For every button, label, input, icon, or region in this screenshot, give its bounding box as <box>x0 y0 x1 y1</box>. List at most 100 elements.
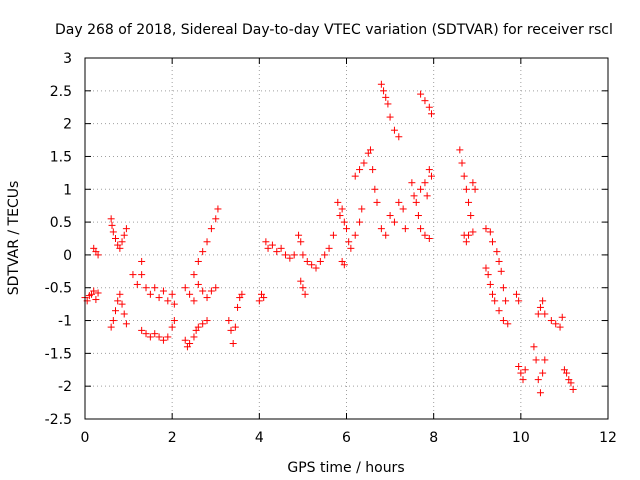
data-point <box>142 284 150 292</box>
data-point <box>129 271 137 279</box>
data-point <box>118 238 126 246</box>
data-point <box>112 307 120 315</box>
grid <box>85 58 608 419</box>
data-point <box>297 277 305 285</box>
data-point <box>495 257 503 265</box>
data-point <box>456 146 464 154</box>
y-tick-label: -2.5 <box>45 412 72 428</box>
data-point <box>190 333 198 341</box>
data-point <box>234 303 242 311</box>
data-point <box>186 340 194 348</box>
data-point <box>268 241 276 249</box>
data-point <box>541 310 549 318</box>
data-point <box>114 297 122 305</box>
x-tick-label: 0 <box>81 430 90 446</box>
data-point <box>299 284 307 292</box>
data-point <box>194 280 202 288</box>
data-point <box>425 166 433 174</box>
data-points <box>81 80 577 397</box>
data-point <box>207 287 215 295</box>
data-point <box>390 126 398 134</box>
data-point <box>108 221 116 229</box>
y-tick-label: -1.5 <box>45 346 72 362</box>
data-point <box>231 323 239 331</box>
data-point <box>530 343 538 351</box>
data-point <box>467 212 475 220</box>
data-point <box>377 80 385 88</box>
data-point <box>423 192 431 200</box>
data-point <box>203 317 211 325</box>
data-point <box>151 284 159 292</box>
data-point <box>536 389 544 397</box>
data-point <box>427 172 435 180</box>
data-point <box>462 238 470 246</box>
data-point <box>351 172 359 180</box>
y-tick-label: 0.5 <box>50 215 72 231</box>
data-point <box>94 289 102 297</box>
data-point <box>395 198 403 206</box>
y-axis-ticks: -2.5 -2 -1.5 -1 -0.5 0 0.5 1 1.5 2 2.5 3 <box>45 51 608 428</box>
data-point <box>486 280 494 288</box>
data-point <box>146 290 154 298</box>
data-point <box>417 185 425 193</box>
data-point <box>194 257 202 265</box>
data-point <box>170 317 178 325</box>
data-point <box>308 261 316 269</box>
data-point <box>366 146 374 154</box>
data-point <box>371 185 379 193</box>
data-point <box>458 159 466 167</box>
data-point <box>295 231 303 239</box>
data-point <box>556 323 564 331</box>
data-point <box>286 254 294 262</box>
data-point <box>225 317 233 325</box>
data-point <box>303 257 311 265</box>
data-point <box>373 198 381 206</box>
data-point <box>138 257 146 265</box>
data-point <box>138 271 146 279</box>
data-point <box>301 290 309 298</box>
data-point <box>116 290 124 298</box>
data-point <box>273 248 281 256</box>
data-point <box>384 100 392 108</box>
data-point <box>142 330 150 338</box>
data-point <box>471 185 479 193</box>
data-point <box>214 205 222 213</box>
data-point <box>504 320 512 328</box>
data-point <box>199 248 207 256</box>
data-point <box>427 110 435 118</box>
data-point <box>347 244 355 252</box>
data-point <box>534 376 542 384</box>
data-point <box>412 198 420 206</box>
data-point <box>329 231 337 239</box>
data-point <box>499 317 507 325</box>
data-point <box>181 336 189 344</box>
data-point <box>338 205 346 213</box>
data-point <box>92 296 100 304</box>
data-point <box>168 290 176 298</box>
y-tick-label: -0.5 <box>45 281 72 297</box>
data-point <box>380 87 388 95</box>
data-point <box>343 225 350 233</box>
data-point <box>109 317 117 325</box>
data-point <box>281 251 289 259</box>
data-point <box>356 218 364 226</box>
data-point <box>107 215 115 223</box>
data-point <box>547 317 555 325</box>
data-point <box>122 225 130 233</box>
y-axis-label: SDTVAR / TECUs <box>6 181 22 296</box>
data-point <box>395 133 403 141</box>
data-point <box>133 280 141 288</box>
data-point <box>469 179 477 187</box>
chart-title: Day 268 of 2018, Sidereal Day-to-day VTE… <box>55 22 613 38</box>
y-tick-label: 2.5 <box>50 84 72 100</box>
data-point <box>151 330 159 338</box>
data-point <box>539 369 547 377</box>
data-point <box>460 172 468 180</box>
data-point <box>536 303 544 311</box>
data-point <box>408 179 416 187</box>
data-point <box>340 261 348 269</box>
x-tick-label: 12 <box>599 430 617 446</box>
data-point <box>515 362 523 370</box>
data-point <box>351 231 359 239</box>
